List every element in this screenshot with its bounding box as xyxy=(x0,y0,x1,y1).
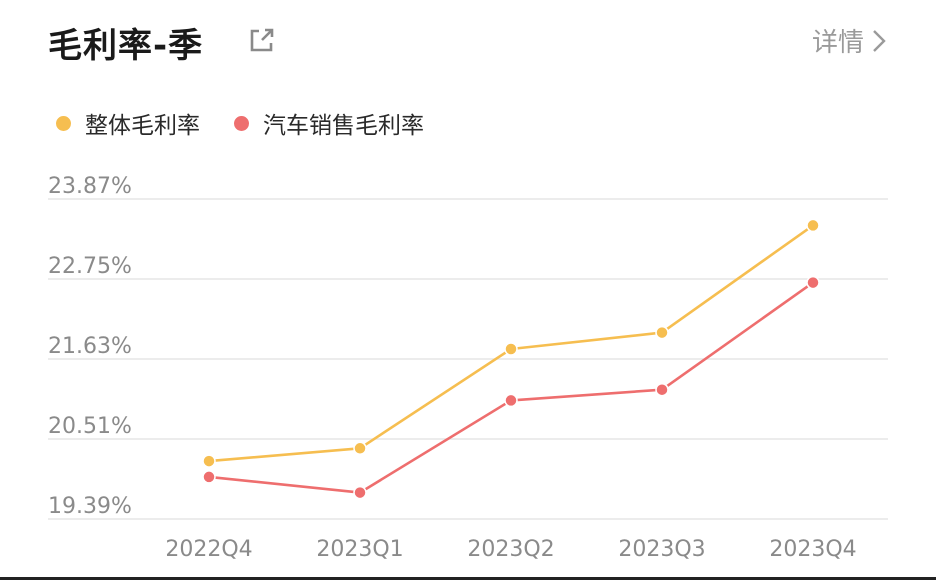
x-tick-label: 2023Q1 xyxy=(316,537,403,562)
data-point[interactable] xyxy=(504,342,518,356)
x-axis-ticks: 2022Q4 2023Q1 2023Q2 2023Q3 2023Q4 xyxy=(165,537,856,562)
x-tick-label: 2023Q3 xyxy=(618,537,705,562)
data-point[interactable] xyxy=(806,218,820,233)
y-tick-label: 22.75% xyxy=(48,254,132,279)
data-points xyxy=(202,218,820,500)
y-tick-label: 23.87% xyxy=(48,174,132,199)
grid-lines xyxy=(48,198,888,520)
legend-label-auto: 汽车销售毛利率 xyxy=(263,113,424,139)
data-point[interactable] xyxy=(655,325,669,340)
data-point[interactable] xyxy=(202,454,216,468)
x-tick-label: 2023Q2 xyxy=(467,537,554,562)
data-point[interactable] xyxy=(504,393,518,408)
legend-dot-overall xyxy=(56,115,71,131)
legend-label-overall: 整体毛利率 xyxy=(85,113,200,139)
chart-header: 毛利率-季 详情 xyxy=(48,16,888,68)
series-line-1 xyxy=(208,281,814,494)
y-axis-ticks: 23.87% 22.75% 21.63% 20.51% 19.39% xyxy=(48,174,132,519)
chart-legend: 整体毛利率 汽车销售毛利率 xyxy=(56,106,424,140)
chevron-right-icon xyxy=(873,29,886,52)
page-title: 毛利率-季 xyxy=(48,26,204,66)
data-point[interactable] xyxy=(806,275,820,290)
y-tick-label: 19.39% xyxy=(48,494,132,519)
data-point[interactable] xyxy=(353,441,367,456)
data-point[interactable] xyxy=(353,485,367,500)
detail-link[interactable]: 详情 xyxy=(812,22,888,59)
x-tick-label: 2023Q4 xyxy=(769,537,856,562)
y-tick-label: 20.51% xyxy=(48,414,132,439)
legend-item-overall[interactable]: 整体毛利率 xyxy=(56,106,200,140)
bottom-divider xyxy=(0,577,936,580)
data-point[interactable] xyxy=(202,470,216,484)
legend-item-auto[interactable]: 汽车销售毛利率 xyxy=(234,106,424,140)
x-tick-label: 2022Q4 xyxy=(165,537,252,562)
external-link-icon[interactable] xyxy=(248,26,276,54)
legend-dot-auto xyxy=(234,115,249,131)
data-point[interactable] xyxy=(655,382,669,397)
y-tick-label: 21.63% xyxy=(48,334,132,359)
detail-label: 详情 xyxy=(811,28,864,58)
